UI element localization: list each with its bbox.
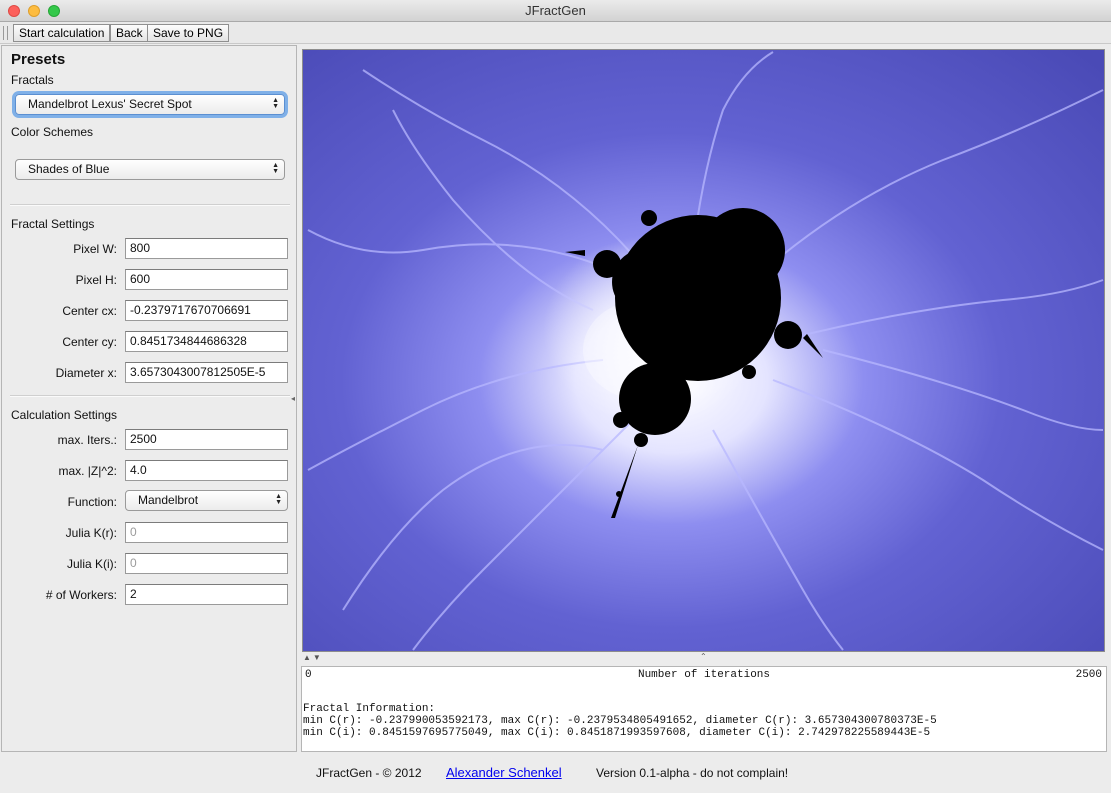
title-bar: JFractGen bbox=[0, 0, 1111, 22]
colorbar-panel: 0 Number of iterations 2500 Fractal Info… bbox=[301, 666, 1107, 752]
max-iters-field[interactable]: 2500 bbox=[125, 429, 288, 450]
select-arrows-icon: ▲ ▼ bbox=[272, 162, 279, 175]
divider bbox=[10, 204, 290, 206]
pixel-w-label: Pixel W: bbox=[73, 242, 117, 256]
diameter-x-label: Diameter x: bbox=[55, 366, 117, 380]
diameter-x-field[interactable]: 3.6573043007812505E-5 bbox=[125, 362, 288, 383]
mandelbrot-set bbox=[565, 208, 823, 518]
function-label: Function: bbox=[67, 495, 117, 509]
fractal-canvas[interactable] bbox=[302, 49, 1105, 652]
color-scheme-value: Shades of Blue bbox=[28, 162, 110, 176]
colorbar-min-label: 0 bbox=[305, 669, 312, 681]
fractal-information: Fractal Information: min C(r): -0.237990… bbox=[303, 703, 937, 739]
select-arrows-icon: ▲ ▼ bbox=[272, 97, 279, 110]
fractal-image bbox=[303, 50, 1104, 651]
iteration-colorbar bbox=[302, 681, 1106, 702]
split-pane-handle-icon[interactable]: ⌃ bbox=[700, 652, 707, 661]
start-calculation-button[interactable]: Start calculation bbox=[13, 24, 111, 42]
version-text: Version 0.1-alpha - do not complain! bbox=[596, 766, 789, 780]
back-button[interactable]: Back bbox=[110, 24, 149, 42]
info-heading: Fractal Information: bbox=[303, 703, 436, 715]
julia-kr-field: 0 bbox=[125, 522, 288, 543]
fractal-preset-value: Mandelbrot Lexus' Secret Spot bbox=[28, 97, 192, 111]
center-cy-field[interactable]: 0.8451734844686328 bbox=[125, 331, 288, 352]
center-cx-label: Center cx: bbox=[62, 304, 117, 318]
select-arrows-icon: ▲ ▼ bbox=[275, 493, 282, 506]
function-value: Mandelbrot bbox=[138, 493, 199, 507]
zoom-window-button[interactable] bbox=[48, 5, 60, 17]
split-pane-arrows-icon[interactable]: ▲▼ bbox=[303, 653, 323, 662]
splitter-arrow-icon[interactable]: ◂ bbox=[291, 394, 296, 403]
author-link[interactable]: Alexander Schenkel bbox=[446, 765, 562, 780]
fractal-filaments bbox=[307, 51, 1104, 651]
center-cy-label: Center cy: bbox=[62, 335, 117, 349]
window-title: JFractGen bbox=[525, 3, 586, 18]
settings-panel: Presets Fractals Mandelbrot Lexus' Secre… bbox=[1, 45, 297, 752]
color-schemes-label: Color Schemes bbox=[11, 125, 94, 139]
colorbar-title: Number of iterations bbox=[637, 669, 771, 681]
julia-ki-label: Julia K(i): bbox=[66, 557, 117, 571]
center-cx-field[interactable]: -0.2379717670706691 bbox=[125, 300, 288, 321]
function-select[interactable]: Mandelbrot ▲ ▼ bbox=[125, 490, 288, 511]
info-imag-range: min C(i): 0.8451597695775049, max C(i): … bbox=[303, 727, 931, 739]
calculation-settings-heading: Calculation Settings bbox=[11, 408, 118, 422]
pixel-h-field[interactable]: 600 bbox=[125, 269, 288, 290]
julia-ki-field: 0 bbox=[125, 553, 288, 574]
max-z-field[interactable]: 4.0 bbox=[125, 460, 288, 481]
max-z-label: max. |Z|^2: bbox=[58, 464, 117, 478]
info-real-range: min C(r): -0.237990053592173, max C(r): … bbox=[303, 715, 937, 727]
divider bbox=[10, 395, 290, 397]
max-iters-label: max. Iters.: bbox=[57, 433, 117, 447]
workers-label: # of Workers: bbox=[45, 588, 117, 602]
workers-field[interactable]: 2 bbox=[125, 584, 288, 605]
pixel-w-field[interactable]: 800 bbox=[125, 238, 288, 259]
copyright-text: JFractGen - © 2012 bbox=[316, 766, 422, 780]
minimize-window-button[interactable] bbox=[28, 5, 40, 17]
fractals-label: Fractals bbox=[11, 73, 54, 87]
toolbar: Start calculation Back Save to PNG bbox=[0, 22, 1111, 44]
toolbar-grip-icon[interactable] bbox=[3, 26, 8, 40]
footer: JFractGen - © 2012 Alexander Schenkel Ve… bbox=[0, 760, 1111, 786]
pixel-h-label: Pixel H: bbox=[75, 273, 117, 287]
color-scheme-select[interactable]: Shades of Blue ▲ ▼ bbox=[15, 159, 285, 180]
presets-heading: Presets bbox=[11, 51, 66, 68]
colorbar-max-label: 2500 bbox=[1075, 669, 1102, 681]
save-to-png-button[interactable]: Save to PNG bbox=[147, 24, 230, 42]
julia-kr-label: Julia K(r): bbox=[65, 526, 117, 540]
fractal-settings-heading: Fractal Settings bbox=[11, 217, 95, 231]
fractal-preset-select[interactable]: Mandelbrot Lexus' Secret Spot ▲ ▼ bbox=[15, 94, 285, 115]
close-window-button[interactable] bbox=[8, 5, 20, 17]
